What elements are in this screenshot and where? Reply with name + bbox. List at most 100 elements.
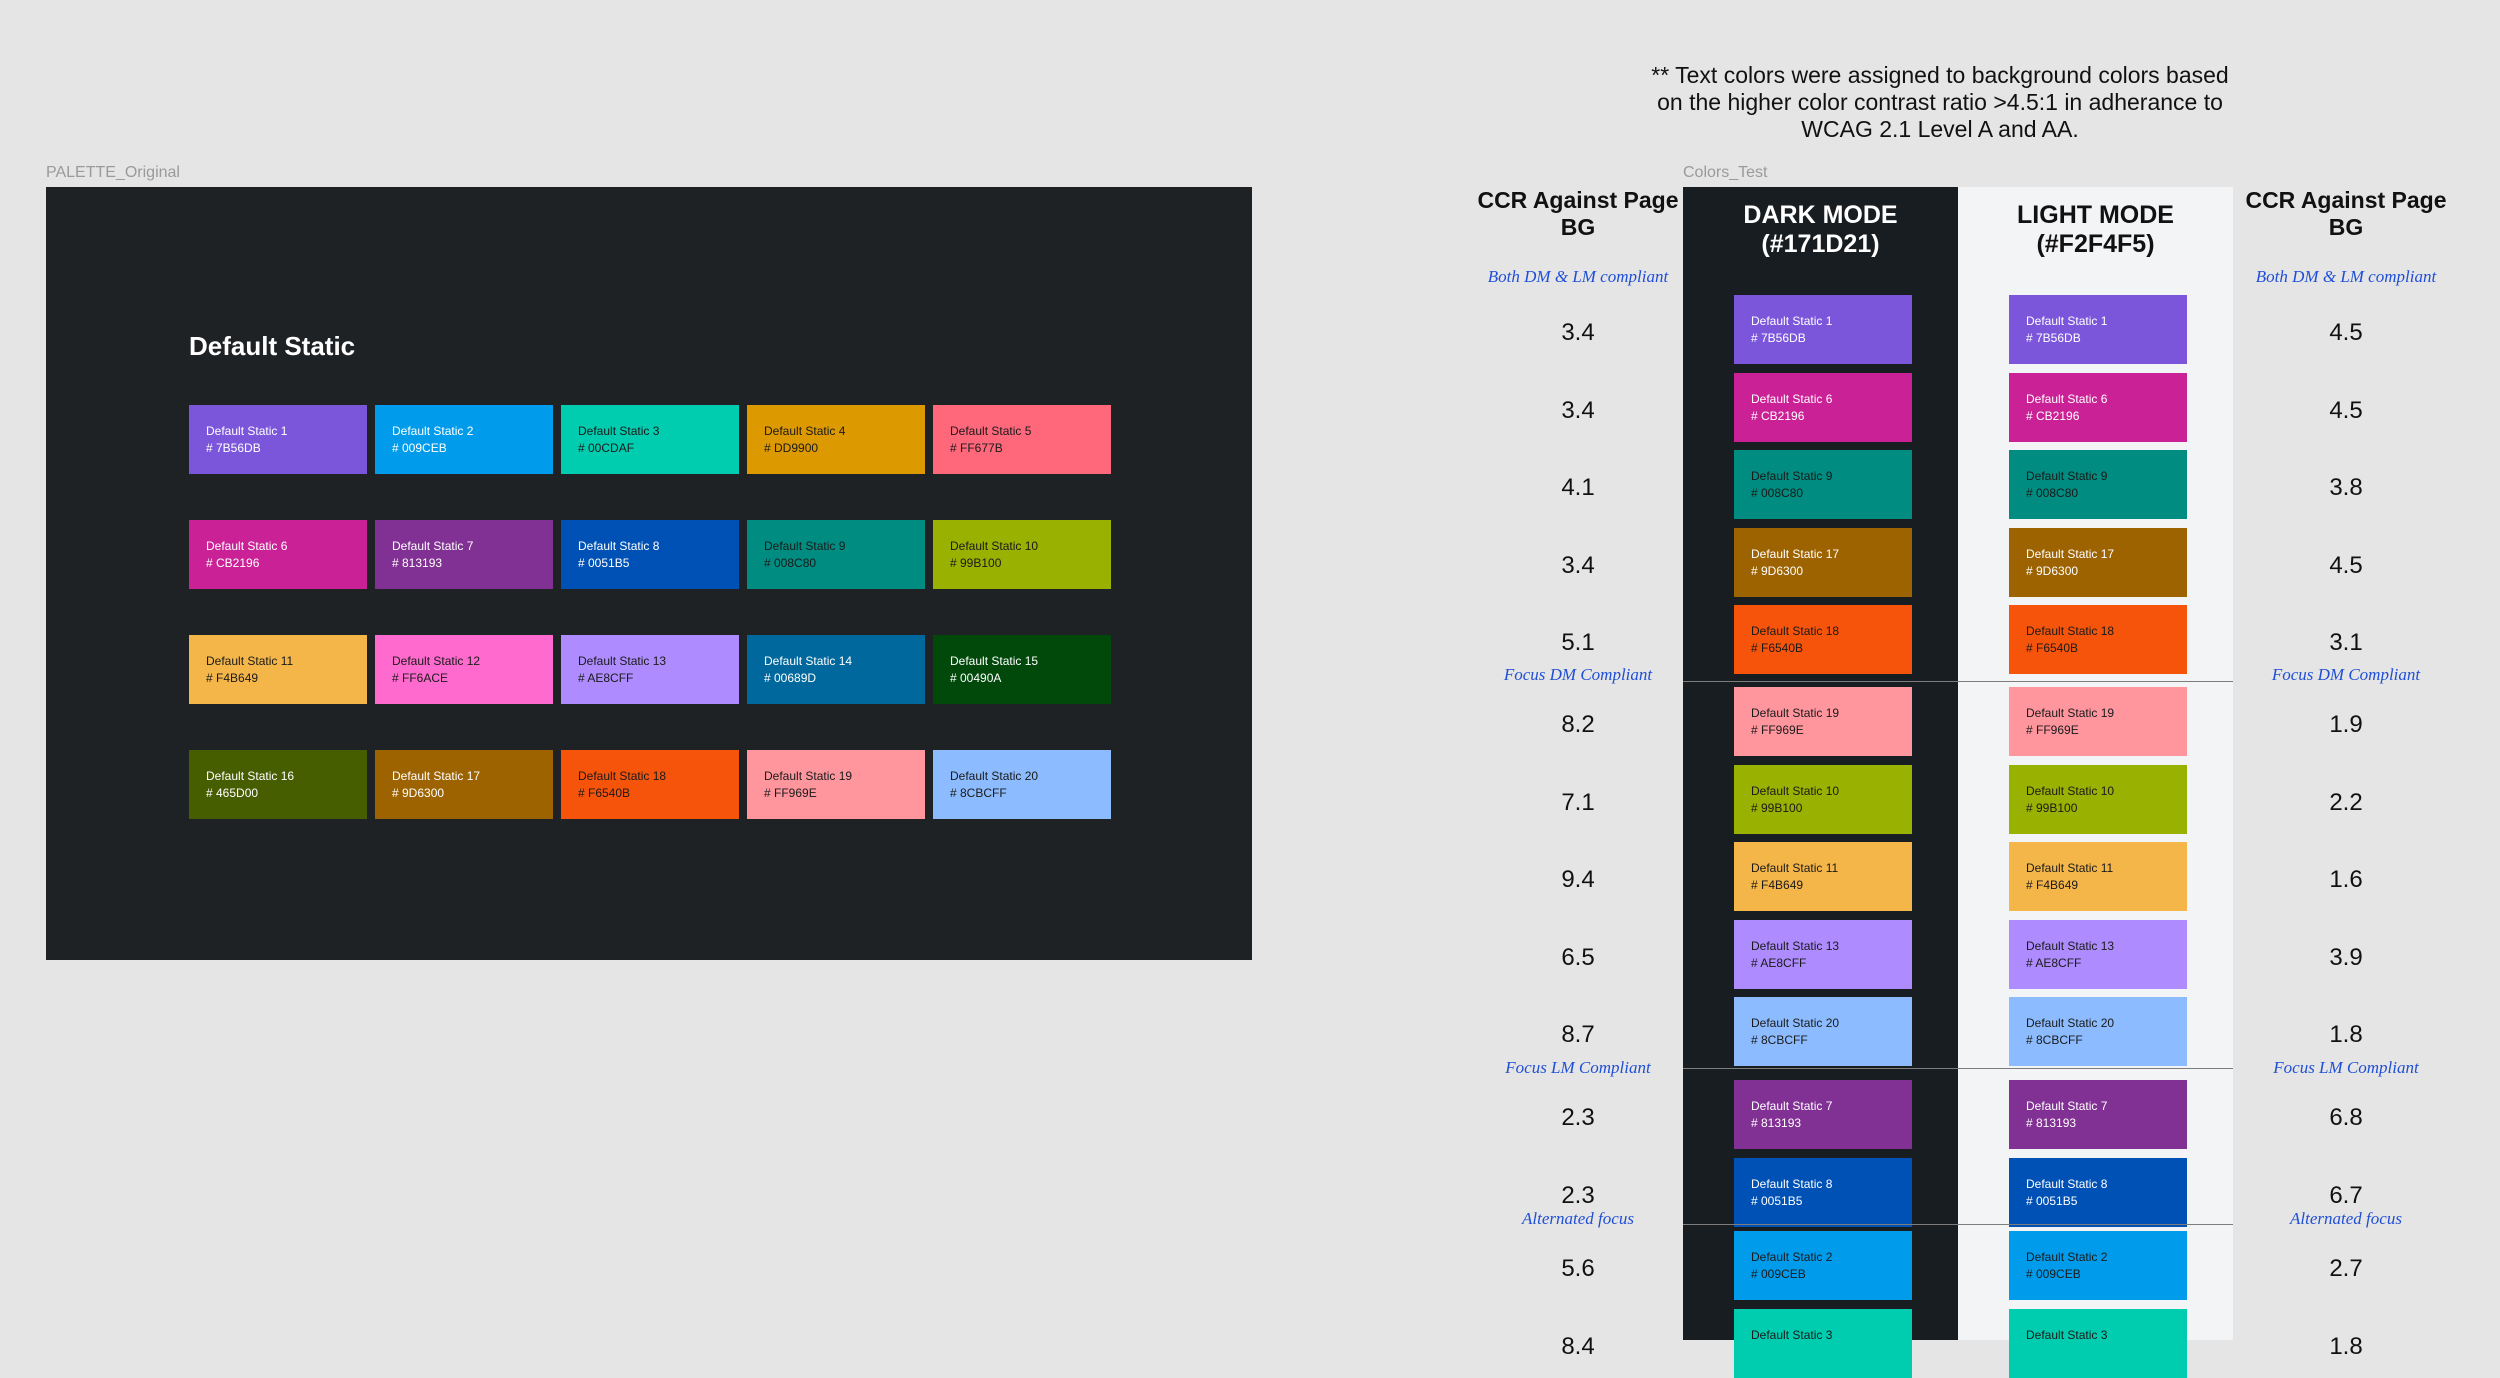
ccr-value-dark: 8.2	[1561, 711, 1595, 738]
dark-swatch[interactable]: Default Static 11 # F4B649	[1734, 842, 1912, 911]
dark-swatch[interactable]: Default Static 18 # F6540B	[1734, 605, 1912, 674]
palette-swatch-5[interactable]: Default Static 5 # FF677B	[933, 405, 1111, 474]
swatch-name: Default Static 17	[1751, 546, 1840, 561]
swatch-name: Default Static 3	[2026, 1327, 2108, 1342]
light-swatch[interactable]: Default Static 8 # 0051B5	[2009, 1157, 2187, 1227]
palette-swatch-1[interactable]: Default Static 1 # 7B56DB	[189, 405, 367, 474]
swatch-name: Default Static 18	[578, 769, 667, 783]
swatch-name: Default Static 2	[392, 424, 474, 438]
light-mode-panel[interactable]: LIGHT MODE (#F2F4F5) Default Static 1 # 7…	[1958, 187, 2233, 1378]
ccr-value-dark: 3.4	[1561, 551, 1595, 579]
light-swatch[interactable]: Default Static 6 # CB2196	[2009, 372, 2187, 442]
section-label-light: Focus LM Compliant	[2273, 1058, 2419, 1077]
ccr-value-light: 4.5	[2329, 319, 2363, 346]
dark-swatch[interactable]: Default Static 17 # 9D6300	[1734, 527, 1912, 597]
light-swatch[interactable]: Default Static 18 # F6540B	[2009, 605, 2187, 674]
palette-swatch-19[interactable]: Default Static 19 # FF969E	[747, 750, 925, 819]
light-swatch[interactable]: Default Static 7 # 813193	[2009, 1080, 2187, 1149]
swatch-name: Default Static 6	[2026, 391, 2108, 406]
swatch-hex: # 99B100	[2026, 800, 2078, 815]
palette-swatch-17[interactable]: Default Static 17 # 9D6300	[375, 750, 553, 819]
ccr-value-dark: 5.6	[1561, 1255, 1595, 1282]
palette-swatch-4[interactable]: Default Static 4 # DD9900	[747, 405, 925, 474]
light-swatch[interactable]: Default Static 19 # FF969E	[2009, 687, 2187, 756]
palette-original-frame[interactable]: Default Static Default Static 1 # 7B56DB D…	[46, 187, 1252, 960]
swatch-name: Default Static 19	[1751, 706, 1840, 720]
palette-swatch-12[interactable]: Default Static 12 # FF6ACE	[375, 635, 553, 704]
swatch-name: Default Static 19	[2026, 706, 2115, 720]
section-label-light: Alternated focus	[2290, 1209, 2402, 1228]
dark-mode-title: DARK MODE (#171D21)	[1743, 201, 1898, 258]
ccr-value-dark: 3.4	[1561, 396, 1595, 424]
palette-swatch-8[interactable]: Default Static 8 # 0051B5	[561, 520, 739, 589]
light-swatch[interactable]: Default Static 3	[2009, 1308, 2187, 1378]
palette-swatch-6[interactable]: Default Static 6 # CB2196	[189, 520, 367, 589]
swatch-name: Default Static 14	[764, 654, 853, 668]
palette-swatch-13[interactable]: Default Static 13 # AE8CFF	[561, 635, 739, 704]
swatch-name: Default Static 3	[1751, 1327, 1833, 1342]
palette-swatch-18[interactable]: Default Static 18 # F6540B	[561, 750, 739, 819]
swatch-name: Default Static 8	[1751, 1176, 1833, 1191]
swatch-name: Default Static 9	[764, 539, 846, 553]
swatch-name: Default Static 9	[2026, 469, 2108, 483]
light-swatch[interactable]: Default Static 2 # 009CEB	[2009, 1231, 2187, 1300]
swatch-name: Default Static 20	[1751, 1016, 1840, 1030]
dark-swatch[interactable]: Default Static 20 # 8CBCFF	[1734, 997, 1912, 1066]
ccr-value-dark: 9.4	[1561, 866, 1595, 893]
section-label-dark: Alternated focus	[1522, 1209, 1634, 1228]
palette-swatch-20[interactable]: Default Static 20 # 8CBCFF	[933, 750, 1111, 819]
dark-swatch[interactable]: Default Static 19 # FF969E	[1734, 687, 1912, 756]
light-swatch[interactable]: Default Static 13 # AE8CFF	[2009, 919, 2187, 989]
dark-swatch[interactable]: Default Static 1 # 7B56DB	[1734, 295, 1912, 364]
light-swatch[interactable]: Default Static 9 # 008C80	[2009, 450, 2187, 519]
dark-swatch[interactable]: Default Static 6 # CB2196	[1734, 372, 1912, 442]
light-swatch[interactable]: Default Static 17 # 9D6300	[2009, 527, 2187, 597]
palette-swatch-15[interactable]: Default Static 15 # 00490A	[933, 635, 1111, 704]
section-label-light: Both DM & LM compliant	[2255, 267, 2437, 286]
ccr-value-light: 6.7	[2329, 1181, 2363, 1209]
swatch-hex: # F4B649	[2026, 878, 2079, 892]
palette-swatch-10[interactable]: Default Static 10 # 99B100	[933, 520, 1111, 589]
dark-swatch[interactable]: Default Static 13 # AE8CFF	[1734, 919, 1912, 989]
dark-swatch[interactable]: Default Static 2 # 009CEB	[1734, 1231, 1912, 1300]
swatch-hex: # 00490A	[950, 671, 1002, 685]
dark-swatch[interactable]: Default Static 10 # 99B100	[1734, 764, 1912, 834]
palette-swatch-7[interactable]: Default Static 7 # 813193	[375, 520, 553, 589]
palette-swatch-14[interactable]: Default Static 14 # 00689D	[747, 635, 925, 704]
light-swatch[interactable]: Default Static 20 # 8CBCFF	[2009, 997, 2187, 1066]
swatch-hex: # 8CBCFF	[2026, 1033, 2083, 1047]
dark-mode-panel[interactable]: DARK MODE (#171D21) Default Static 1 # 7B…	[1683, 187, 1958, 1378]
ccr-value-light: 2.7	[2329, 1255, 2363, 1282]
palette-swatch-3[interactable]: Default Static 3 # 00CDAF	[561, 405, 739, 474]
palette-swatch-11[interactable]: Default Static 11 # F4B649	[189, 635, 367, 704]
palette-swatch-2[interactable]: Default Static 2 # 009CEB	[375, 405, 553, 474]
ccr-value-light: 1.8	[2329, 1021, 2363, 1048]
ccr-value-dark: 8.7	[1561, 1021, 1595, 1048]
ccr-value-light: 1.6	[2329, 866, 2363, 893]
dark-swatch[interactable]: Default Static 3	[1734, 1308, 1912, 1378]
swatch-name: Default Static 6	[1751, 391, 1833, 406]
swatch-hex: # 009CEB	[392, 441, 447, 455]
swatch-name: Default Static 9	[1751, 469, 1833, 483]
light-swatch[interactable]: Default Static 11 # F4B649	[2009, 842, 2187, 911]
swatch-name: Default Static 13	[578, 654, 667, 668]
ccr-value-dark: 7.1	[1561, 788, 1595, 816]
light-swatch[interactable]: Default Static 10 # 99B100	[2009, 764, 2187, 834]
swatch-hex: # 009CEB	[2026, 1267, 2081, 1281]
palette-swatch-16[interactable]: Default Static 16 # 465D00	[189, 750, 367, 819]
swatch-hex: # FF969E	[764, 786, 817, 800]
palette-swatch-9[interactable]: Default Static 9 # 008C80	[747, 520, 925, 589]
ccr-value-dark: 5.1	[1561, 629, 1595, 656]
swatch-hex: # 9D6300	[2026, 563, 2079, 578]
light-swatch[interactable]: Default Static 1 # 7B56DB	[2009, 295, 2187, 364]
dark-swatch[interactable]: Default Static 9 # 008C80	[1734, 450, 1912, 519]
dark-swatch[interactable]: Default Static 8 # 0051B5	[1734, 1157, 1912, 1227]
swatch-hex: # 7B56DB	[206, 441, 261, 455]
dark-swatch[interactable]: Default Static 7 # 813193	[1734, 1080, 1912, 1149]
ccr-value-light: 3.9	[2329, 943, 2363, 971]
swatch-hex: # 008C80	[2026, 486, 2079, 500]
swatch-hex: # 8CBCFF	[950, 786, 1007, 800]
swatch-hex: # 9D6300	[392, 786, 445, 800]
swatch-hex: # 00CDAF	[578, 441, 635, 455]
swatch-name: Default Static 12	[392, 654, 481, 668]
